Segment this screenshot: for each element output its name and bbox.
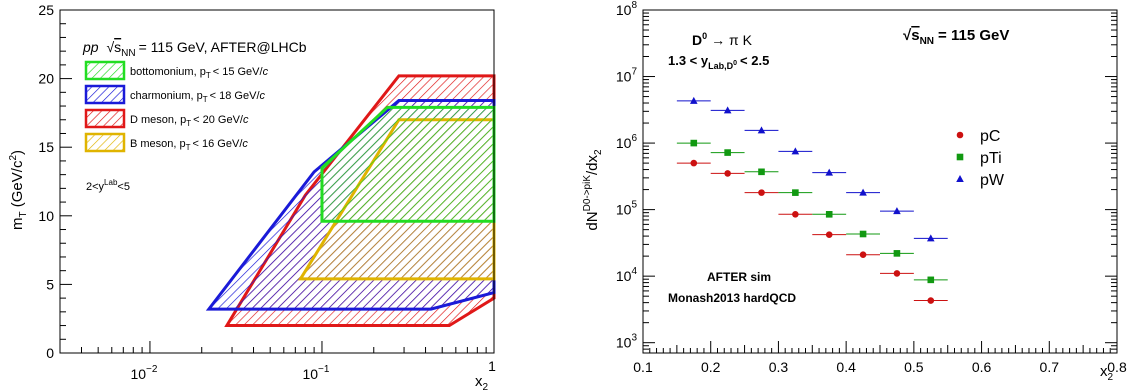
left-chart: 0 5 10 15 20 25 10−2 10−1 1 mT (GeV/c2) x2 pp √s… [8, 2, 496, 392]
left-ytick-label: 20 [38, 71, 54, 87]
right-xtick-label: 0.6 [972, 359, 992, 375]
point-pW [926, 234, 935, 242]
point-pTi [690, 139, 698, 147]
right-ytick-label: 106 [616, 133, 638, 151]
right-ytick-label: 107 [616, 67, 638, 85]
right-xtick-label: 0.4 [836, 359, 856, 375]
right-chart: 0.1 0.2 0.3 0.4 0.5 0.6 0.7 0.8 103 104 105 106 107 1… [582, 0, 1127, 383]
point-pTi [825, 211, 833, 218]
legend-label-pTi: pTi [980, 150, 1002, 167]
legend-swatch-2 [84, 108, 126, 129]
energy-label: √sNN = 115 GeV [903, 27, 1009, 47]
point-pC [690, 159, 698, 167]
decay-label: D0 → π K [692, 31, 753, 48]
right-legend: pC pTi pW [956, 128, 1005, 189]
left-plot-frame [59, 9, 495, 354]
right-ytick-label: 108 [616, 0, 638, 18]
point-pW [825, 168, 834, 176]
right-xlabel: x2 [1100, 363, 1114, 383]
legend-swatch-3 [84, 132, 126, 153]
legend-swatch-1 [84, 84, 126, 105]
right-points [676, 96, 948, 304]
legend-label-2: D meson, pT < 20 GeV/c [130, 114, 249, 128]
point-pC [859, 251, 867, 259]
right-xtick-label: 0.1 [633, 359, 653, 375]
left-ytick-label: 15 [38, 139, 54, 155]
point-pW [689, 96, 698, 104]
legend-label-pW: pW [980, 172, 1005, 189]
point-pC [758, 189, 765, 196]
left-ylabel: mT (GeV/c2) [8, 150, 29, 230]
point-pC [825, 231, 833, 238]
legend-label-pC: pC [980, 128, 1000, 145]
legend-label-3: B meson, pT < 16 GeV/c [130, 138, 248, 152]
right-ylabel: dND0->piK/dx2 [582, 149, 604, 231]
point-pW [757, 126, 766, 134]
left-ytick-label: 5 [46, 276, 54, 292]
point-pW [791, 147, 800, 155]
point-pW [723, 106, 732, 114]
legend-marker-pTi [956, 153, 964, 161]
point-pW [893, 207, 901, 215]
right-xtick-label: 0.2 [701, 359, 721, 375]
right-ticks: 0.1 0.2 0.3 0.4 0.5 0.6 0.7 0.8 103 104 105 106 107 1… [616, 0, 1127, 375]
legend-swatch-0 [84, 60, 126, 81]
left-ytick-label: 10 [38, 208, 54, 224]
point-pC [893, 270, 901, 277]
point-pTi [893, 250, 901, 257]
right-ytick-label: 105 [616, 200, 638, 218]
point-pC [927, 297, 935, 304]
left-bands [205, 74, 496, 328]
left-xtick-label: 10−1 [302, 364, 329, 382]
point-pTi [724, 149, 731, 156]
sim-label-1: AFTER sim [707, 270, 771, 284]
left-legend: bottomonium, pT < 15 GeV/c charmonium, pT <… [84, 60, 269, 153]
legend-label-1: charmonium, pT < 18 GeV/c [130, 90, 266, 104]
point-pTi [859, 230, 867, 238]
left-xlabel: x2 [475, 373, 489, 392]
legend-marker-pW [956, 175, 964, 182]
legend-label-0: bottomonium, pT < 15 GeV/c [130, 66, 269, 80]
cut-label: 1.3 < yLab,D0 < 2.5 [668, 53, 769, 71]
right-xtick-label: 0.5 [904, 359, 924, 375]
right-xtick-label: 0.7 [1040, 359, 1060, 375]
left-title: pp √sNN = 115 GeV, AFTER@LHCb [82, 39, 307, 59]
right-xtick-label: 0.3 [769, 359, 789, 375]
sim-label-2: Monash2013 hardQCD [668, 291, 796, 305]
left-ticks: 0 5 10 15 20 25 10−2 10−1 1 [38, 2, 496, 382]
point-pW [859, 188, 867, 196]
left-xtick-label: 1 [488, 358, 496, 374]
point-pC [792, 211, 799, 218]
point-pC [724, 170, 731, 177]
left-xtick-label: 10−2 [130, 364, 157, 382]
point-pTi [792, 189, 799, 196]
left-ytick-label: 25 [38, 2, 54, 18]
left-ytick-label: 0 [46, 345, 54, 361]
legend-marker-pC [956, 131, 964, 139]
band-0 [320, 105, 496, 223]
right-ytick-label: 103 [616, 333, 638, 351]
point-pTi [758, 168, 765, 176]
rapidity-label: 2<yLab<5 [86, 178, 130, 193]
point-pTi [927, 276, 935, 284]
right-xtick-label: 0.8 [1107, 359, 1127, 375]
right-ytick-label: 104 [616, 266, 638, 284]
